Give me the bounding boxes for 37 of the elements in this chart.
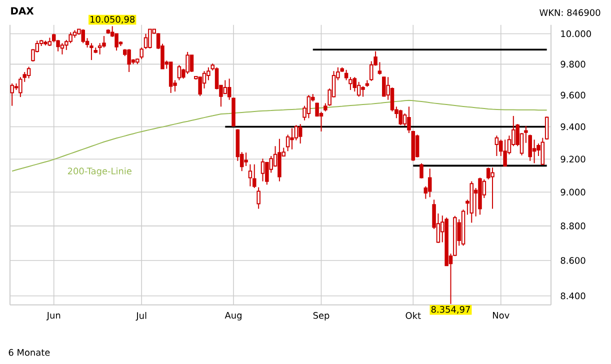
x-tick-label: Okt <box>406 312 421 319</box>
candlestick <box>348 76 352 90</box>
x-tick-label: Sep <box>313 312 330 321</box>
candlestick <box>10 82 14 106</box>
y-tick-label: 9.400 <box>560 123 586 130</box>
candlestick <box>60 42 64 55</box>
candlestick <box>490 167 494 210</box>
candlestick <box>494 135 499 156</box>
series-label: 200-Tage-Linie <box>68 167 132 176</box>
x-tick-label: Nov <box>493 312 510 319</box>
y-tick-label: 8.800 <box>560 222 586 230</box>
candlestick <box>298 124 302 144</box>
y-tick-label: 9.600 <box>560 92 586 99</box>
annotation: 8.354,97 <box>431 306 470 314</box>
candlestick <box>278 138 282 182</box>
chart-title: DAX <box>11 7 34 14</box>
candlestick <box>290 128 294 150</box>
y-tick-label: 9.200 <box>560 156 586 162</box>
text: WKN: 846900 <box>540 9 600 16</box>
candlestick <box>528 134 532 162</box>
candlestick <box>98 42 102 55</box>
y-tick-label: 10.000 <box>561 30 591 38</box>
candlestick <box>248 164 252 187</box>
candlestick <box>260 158 265 182</box>
x-tick-label: Jun <box>46 312 60 320</box>
text: 6 Monate <box>8 349 50 356</box>
candlestick <box>532 139 536 164</box>
annotation: 10.050,98 <box>90 16 135 24</box>
y-tick-label: 8.400 <box>560 292 586 300</box>
x-tick-label: Jul <box>136 312 146 321</box>
y-tick-label: 9.800 <box>560 60 586 68</box>
x-tick-label: Aug <box>224 312 242 320</box>
candlestick <box>127 48 131 73</box>
candlestick <box>90 42 94 61</box>
y-tick-label: 9.000 <box>560 188 586 196</box>
y-tick-label: 8.600 <box>560 257 586 264</box>
candlestick <box>256 186 260 210</box>
